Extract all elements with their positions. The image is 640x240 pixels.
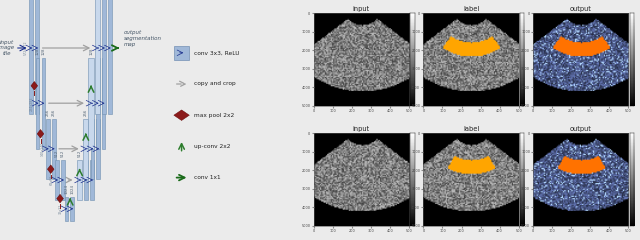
FancyBboxPatch shape xyxy=(36,58,40,149)
FancyBboxPatch shape xyxy=(83,119,88,179)
Text: 512: 512 xyxy=(55,150,59,157)
Title: input: input xyxy=(353,126,370,132)
Text: 140x140: 140x140 xyxy=(40,142,44,156)
FancyBboxPatch shape xyxy=(95,0,100,114)
FancyBboxPatch shape xyxy=(61,160,65,200)
FancyBboxPatch shape xyxy=(91,119,94,179)
Title: output: output xyxy=(570,126,592,132)
FancyBboxPatch shape xyxy=(88,58,93,149)
FancyBboxPatch shape xyxy=(65,197,68,221)
Polygon shape xyxy=(31,81,38,90)
Text: 128: 128 xyxy=(42,48,45,55)
Text: 128: 128 xyxy=(89,48,93,55)
Text: copy and crop: copy and crop xyxy=(194,82,236,86)
FancyBboxPatch shape xyxy=(70,197,74,221)
FancyBboxPatch shape xyxy=(174,46,189,60)
Text: 128: 128 xyxy=(36,48,40,55)
FancyBboxPatch shape xyxy=(46,119,50,179)
Polygon shape xyxy=(47,165,54,174)
Polygon shape xyxy=(37,130,44,138)
FancyBboxPatch shape xyxy=(102,0,106,114)
FancyBboxPatch shape xyxy=(84,160,88,200)
Text: input
image
tile: input image tile xyxy=(0,40,15,56)
FancyBboxPatch shape xyxy=(96,58,100,149)
Title: label: label xyxy=(463,126,479,132)
FancyBboxPatch shape xyxy=(108,0,112,114)
Polygon shape xyxy=(57,194,63,203)
Text: up-conv 2x2: up-conv 2x2 xyxy=(194,144,230,149)
FancyBboxPatch shape xyxy=(77,160,82,200)
Text: 284x284: 284x284 xyxy=(30,96,34,110)
FancyBboxPatch shape xyxy=(90,160,94,200)
FancyBboxPatch shape xyxy=(52,119,56,179)
Polygon shape xyxy=(174,110,189,120)
FancyBboxPatch shape xyxy=(35,0,39,114)
Text: conv 1x1: conv 1x1 xyxy=(194,175,221,180)
Text: conv 3x3, ReLU: conv 3x3, ReLU xyxy=(194,50,239,55)
FancyBboxPatch shape xyxy=(102,58,106,149)
Text: 572x572: 572x572 xyxy=(24,41,28,55)
FancyBboxPatch shape xyxy=(97,119,100,179)
Text: 256: 256 xyxy=(84,109,88,116)
Text: 68x68: 68x68 xyxy=(50,175,54,185)
Text: 256: 256 xyxy=(46,109,50,116)
Text: 1024: 1024 xyxy=(65,184,68,194)
Title: label: label xyxy=(463,6,479,12)
Text: 512: 512 xyxy=(61,150,65,157)
Title: output: output xyxy=(570,6,592,12)
FancyBboxPatch shape xyxy=(55,160,59,200)
Text: max pool 2x2: max pool 2x2 xyxy=(194,113,234,118)
Text: 1024: 1024 xyxy=(70,184,74,194)
Text: 512: 512 xyxy=(77,150,81,157)
Text: 32x32: 32x32 xyxy=(59,204,63,214)
Text: output
segmentation
map: output segmentation map xyxy=(124,30,162,47)
Title: input: input xyxy=(353,6,370,12)
FancyBboxPatch shape xyxy=(42,58,45,149)
Text: 256: 256 xyxy=(52,109,56,116)
FancyBboxPatch shape xyxy=(29,0,33,114)
